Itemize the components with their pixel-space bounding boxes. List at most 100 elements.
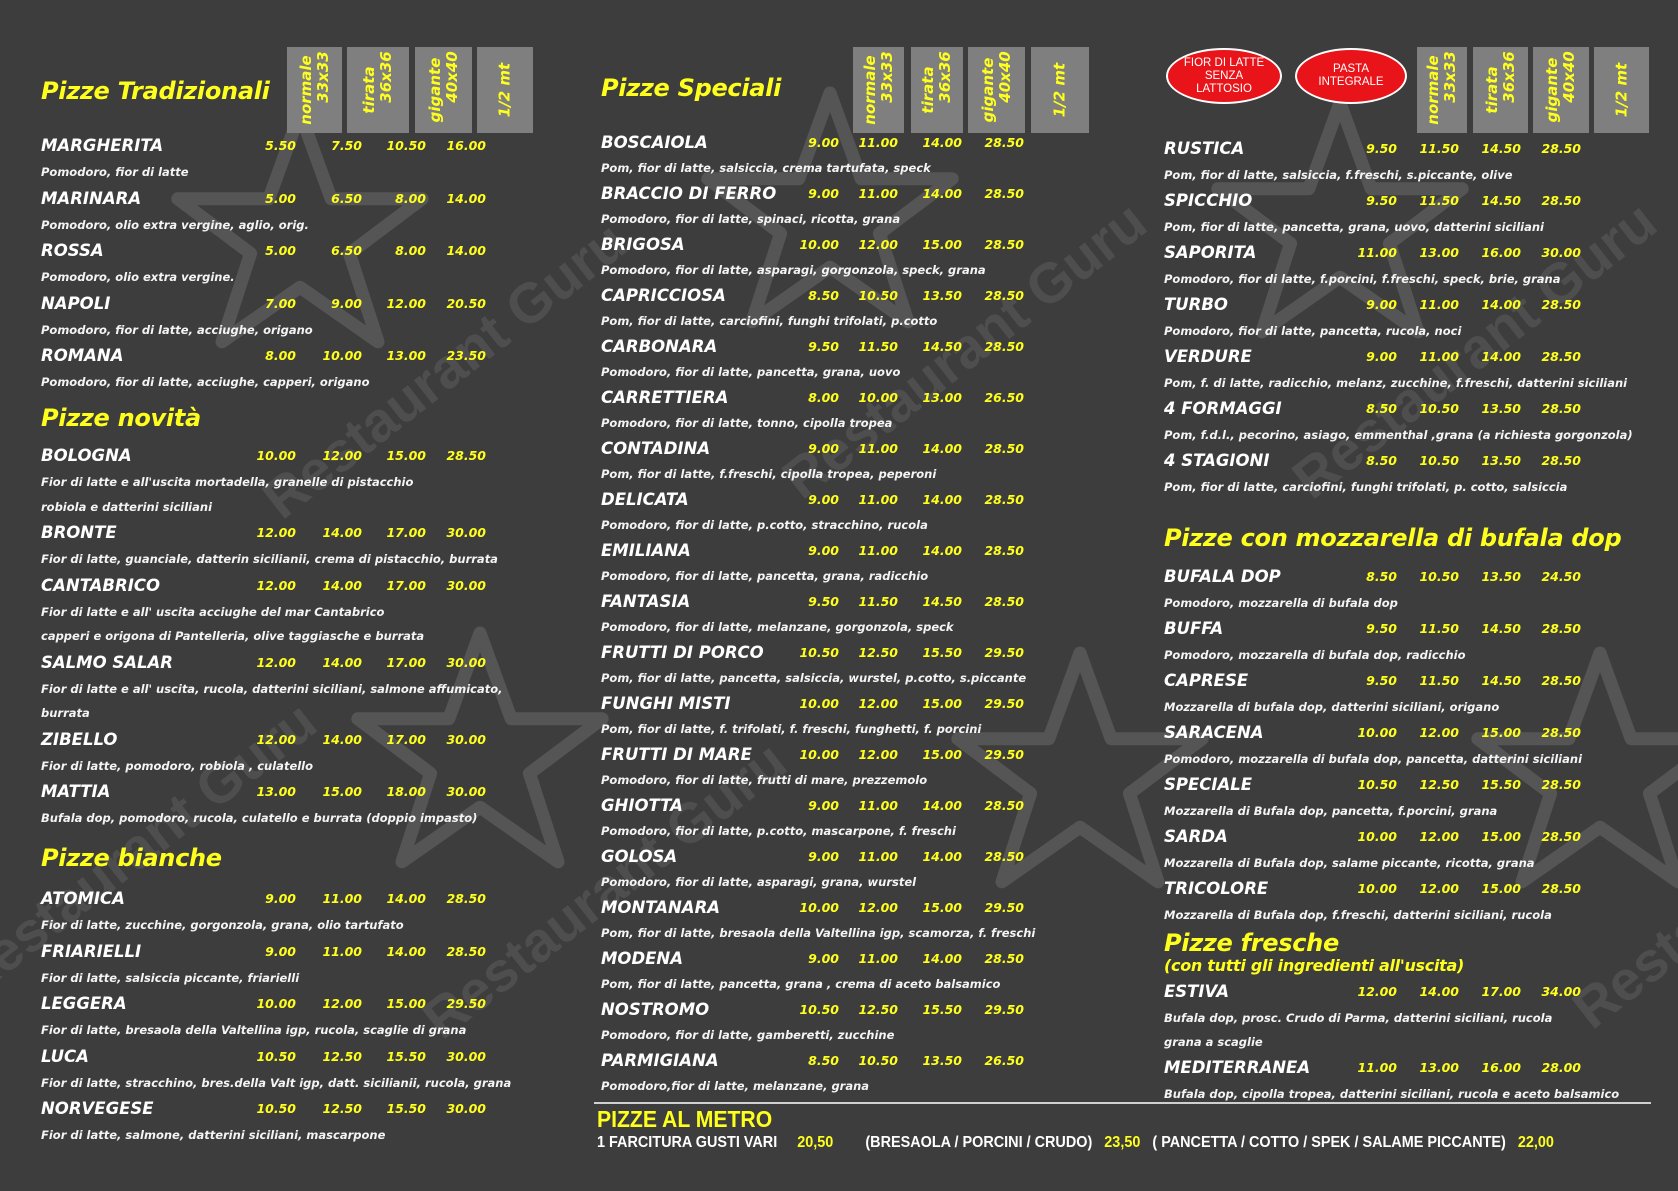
price-half-meter: 28.50 <box>984 849 1024 864</box>
price-normale: 10.00 <box>799 696 839 711</box>
price-half-meter: 34.00 <box>1541 984 1581 999</box>
pizza-ingredients: Pom, fior di latte, carciofini, funghi t… <box>601 314 938 328</box>
price-normale: 12.00 <box>256 525 296 540</box>
size-header-half-meter: 1/2 mt <box>1031 47 1089 133</box>
menu-item: CAPRICCIOSA 8.50 10.50 13.50 28.50 Pom, fior … <box>601 282 1121 333</box>
price-half-meter: 28.50 <box>984 594 1024 609</box>
price-gigante: 15.50 <box>386 1101 426 1116</box>
price-half-meter: 28.50 <box>1541 621 1581 636</box>
size-name: tirata <box>919 66 937 114</box>
price-tirata: 12.00 <box>858 696 898 711</box>
price-normale: 9.00 <box>1366 349 1397 364</box>
pizza-name: SARACENA <box>1164 723 1264 742</box>
price-gigante: 13.50 <box>922 1053 962 1068</box>
price-normale: 13.00 <box>256 784 296 799</box>
price-half-meter: 28.50 <box>1541 141 1581 156</box>
price-gigante: 14.00 <box>922 441 962 456</box>
price-gigante: 14.50 <box>1481 673 1521 688</box>
menu-item: MODENA 9.00 11.00 14.00 28.50 Pom, fior di la… <box>601 945 1121 996</box>
price-tirata: 10.00 <box>858 390 898 405</box>
price-tirata: 11.50 <box>1419 193 1459 208</box>
size-header-tirata: tirata 36x36 <box>911 47 963 133</box>
pizza-name: BRIGOSA <box>601 235 685 254</box>
price-half-meter: 20.50 <box>446 295 486 311</box>
price-half-meter: 28.50 <box>984 492 1024 507</box>
size-name: normale <box>1424 55 1442 125</box>
price-tirata: 12.00 <box>322 448 362 463</box>
size-header-normale: normale 33x33 <box>287 47 342 133</box>
menu-item: SARDA 10.00 12.00 15.00 28.50 Mozzarella di B… <box>1164 823 1678 875</box>
price-half-meter: 28.50 <box>984 543 1024 558</box>
price-gigante: 8.00 <box>395 190 426 206</box>
price-gigante: 16.00 <box>1481 1060 1521 1075</box>
price-half-meter: 28.50 <box>1541 829 1581 844</box>
wholemeal-dough-badge: PASTA INTEGRALE <box>1295 48 1407 104</box>
metro-price: 22,00 <box>1517 1134 1554 1151</box>
pizza-name: MODENA <box>601 949 683 968</box>
pizza-name: SPECIALE <box>1164 775 1253 794</box>
pizza-ingredients: Pomodoro, fior di latte, p.cotto, stracc… <box>601 518 928 532</box>
menu-item: BRACCIO DI FERRO 9.00 11.00 14.00 28.50 Pomod… <box>601 180 1121 231</box>
price-gigante: 14.50 <box>922 594 962 609</box>
price-half-meter: 28.50 <box>984 288 1024 303</box>
price-normale: 9.00 <box>808 492 839 507</box>
pizza-ingredients: Pomodoro, fior di latte, asparagi, gorgo… <box>601 263 986 277</box>
size-header-gigante: gigante 40x40 <box>968 47 1025 133</box>
price-tirata: 12.00 <box>858 900 898 915</box>
pizza-ingredients: Mozzarella di Bufala dop, salame piccant… <box>1164 856 1535 870</box>
price-half-meter: 28.50 <box>446 891 486 906</box>
price-half-meter: 28.50 <box>984 186 1024 201</box>
menu-item: FUNGHI MISTI 10.00 12.00 15.00 29.50 Pom, fio… <box>601 690 1121 741</box>
price-normale: 8.50 <box>808 1053 839 1068</box>
size-dim: 33x33 <box>313 51 332 103</box>
price-gigante: 13.50 <box>1481 401 1521 416</box>
section-title: Pizze Tradizionali <box>41 77 270 105</box>
price-gigante: 14.00 <box>922 186 962 201</box>
price-normale: 9.50 <box>808 339 839 354</box>
price-tirata: 11.00 <box>1419 297 1459 312</box>
menu-item: MARGHERITA 5.50 7.50 10.50 16.00 Pomodoro, fi… <box>41 132 561 185</box>
price-tirata: 14.00 <box>322 525 362 540</box>
menu-item: BRONTE 12.00 14.00 17.00 30.00 Fior di latte,… <box>41 519 561 572</box>
pizza-ingredients: Fior di latte, zucchine, gorgonzola, gra… <box>41 918 404 932</box>
price-tirata: 12.00 <box>1419 829 1459 844</box>
pizza-ingredients: Pomodoro, fior di latte, pancetta, rucol… <box>1164 324 1462 338</box>
pizza-ingredients: Pom, fior di latte, pancetta, grana , cr… <box>601 977 1001 991</box>
pizza-name: FRIARIELLI <box>41 941 142 961</box>
menu-item: ESTIVA 12.00 14.00 17.00 34.00 Bufala dop, pr… <box>1164 978 1678 1054</box>
pizza-ingredients: robiola e datterini siciliani <box>41 499 213 514</box>
pizza-name: TRICOLORE <box>1164 879 1269 898</box>
watermark-star-fork-icon <box>351 626 609 869</box>
price-half-meter: 24.50 <box>1541 569 1581 584</box>
price-half-meter: 28.50 <box>1541 673 1581 688</box>
pizza-name: 4 STAGIONI <box>1164 451 1270 470</box>
pizza-name: FRUTTI DI PORCO <box>601 643 764 662</box>
price-tirata: 10.50 <box>1419 453 1459 468</box>
price-normale: 10.50 <box>799 645 839 660</box>
menu-item: SPECIALE 10.50 12.50 15.50 28.50 Mozzarella d… <box>1164 771 1678 823</box>
pizza-ingredients: Pomodoro, fior di latte, melanzane, gorg… <box>601 620 954 634</box>
menu-item: SALMO SALAR 12.00 14.00 17.00 30.00 Fior di l… <box>41 649 561 726</box>
price-tirata: 11.00 <box>858 492 898 507</box>
pizza-ingredients: Fior di latte, stracchino, bres.della Va… <box>41 1075 512 1090</box>
pizza-name: CAPRESE <box>1164 671 1249 690</box>
price-gigante: 15.00 <box>922 237 962 252</box>
price-normale: 8.00 <box>808 390 839 405</box>
price-half-meter: 30.00 <box>1541 245 1581 260</box>
size-dim: 40x40 <box>995 51 1014 103</box>
price-half-meter: 29.50 <box>984 645 1024 660</box>
size-dim: 36x36 <box>936 51 954 103</box>
price-gigante: 14.00 <box>386 891 426 906</box>
price-gigante: 15.50 <box>1481 777 1521 792</box>
menu-item: ROMANA 8.00 10.00 13.00 23.50 Pomodoro, fior … <box>41 342 561 395</box>
pizza-name: BOLOGNA <box>41 446 132 465</box>
menu-item: DELICATA 9.00 11.00 14.00 28.50 Pomodoro, fio… <box>601 486 1121 537</box>
pizza-name: NAPOLI <box>41 293 111 313</box>
price-normale: 10.00 <box>1357 881 1397 896</box>
price-gigante: 14.50 <box>1481 193 1521 208</box>
pizza-ingredients: Pom, fior di latte, salsiccia, crema tar… <box>601 161 931 175</box>
price-tirata: 11.00 <box>858 543 898 558</box>
pizza-name: FANTASIA <box>601 592 691 611</box>
menu-item: NAPOLI 7.00 9.00 12.00 20.50 Pomodoro, fior d… <box>41 290 561 343</box>
pizza-ingredients: Pomodoro, fior di latte <box>41 165 189 179</box>
